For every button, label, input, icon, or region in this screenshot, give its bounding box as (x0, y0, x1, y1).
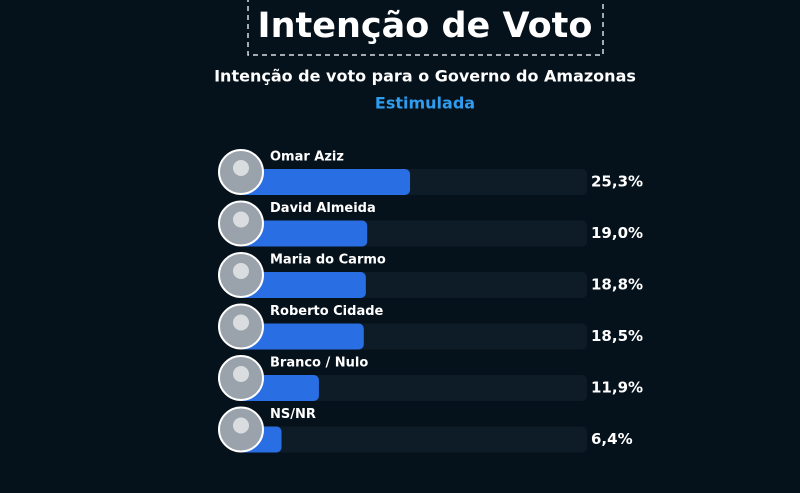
chart-subtitle: Intenção de voto para o Governo do Amazo… (214, 67, 636, 86)
avatar-head (233, 417, 249, 434)
category-label: David Almeida (270, 201, 376, 216)
avatar-head (233, 314, 249, 331)
category-label: Roberto Cidade (270, 304, 384, 319)
title-box (247, 0, 604, 56)
category-label: NS/NR (270, 407, 316, 422)
bar (238, 169, 411, 195)
value-label: 18,8% (591, 276, 643, 294)
value-label: 11,9% (591, 379, 643, 397)
value-label: 19,0% (591, 224, 643, 242)
avatar-head (233, 263, 249, 279)
avatar-head (233, 366, 249, 382)
category-label: Branco / Nulo (270, 356, 368, 371)
bar (238, 220, 368, 247)
bar-track (238, 426, 587, 453)
bar (238, 323, 364, 350)
value-label: 6,4% (591, 430, 633, 448)
category-label: Omar Aziz (270, 150, 344, 165)
value-label: 18,5% (591, 327, 643, 345)
chart-title: Intenção de Voto (258, 6, 593, 46)
bar (238, 272, 366, 298)
category-label: Maria do Carmo (270, 253, 386, 268)
chart-note: Estimulada (375, 94, 475, 113)
bar-track (238, 375, 587, 401)
avatar-head (233, 160, 249, 176)
avatar-head (233, 211, 249, 228)
value-label: 25,3% (591, 173, 643, 191)
